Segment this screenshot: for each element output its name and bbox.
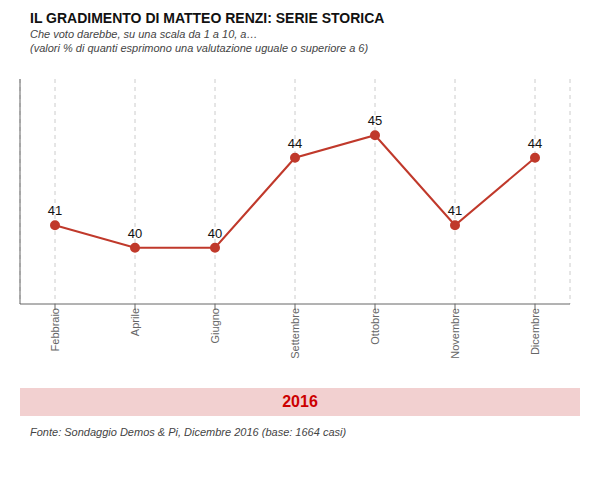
svg-text:40: 40 — [128, 226, 142, 241]
svg-text:44: 44 — [528, 136, 542, 151]
svg-text:Dicembre: Dicembre — [529, 308, 541, 355]
svg-text:41: 41 — [48, 203, 62, 218]
html-text:Fonte: Sondaggio Demos & Pi, D: Fonte: Sondaggio Demos & Pi, Dicembre 20… — [30, 426, 347, 438]
svg-text:40: 40 — [208, 226, 222, 241]
svg-text:45: 45 — [368, 113, 382, 128]
html-text:(valori % di quanti esprimono: (valori % di quanti esprimono una valuta… — [30, 42, 369, 54]
svg-text:Febbraio: Febbraio — [49, 308, 61, 351]
svg-text:Aprile: Aprile — [129, 308, 141, 336]
html-text:2016: 2016 — [282, 393, 318, 410]
svg-text:Ottobre: Ottobre — [369, 308, 381, 345]
html-text:IL GRADIMENTO DI MATTEO RENZI:: IL GRADIMENTO DI MATTEO RENZI: SERIE STO… — [30, 10, 385, 26]
svg-text:Giugno: Giugno — [209, 308, 221, 343]
svg-text:Settembre: Settembre — [289, 308, 301, 359]
svg-text:Novembre: Novembre — [449, 308, 461, 359]
html-text:Che voto darebbe, su una scala: Che voto darebbe, su una scala da 1 a 10… — [30, 28, 258, 40]
svg-text:41: 41 — [448, 203, 462, 218]
svg-text:44: 44 — [288, 136, 302, 151]
